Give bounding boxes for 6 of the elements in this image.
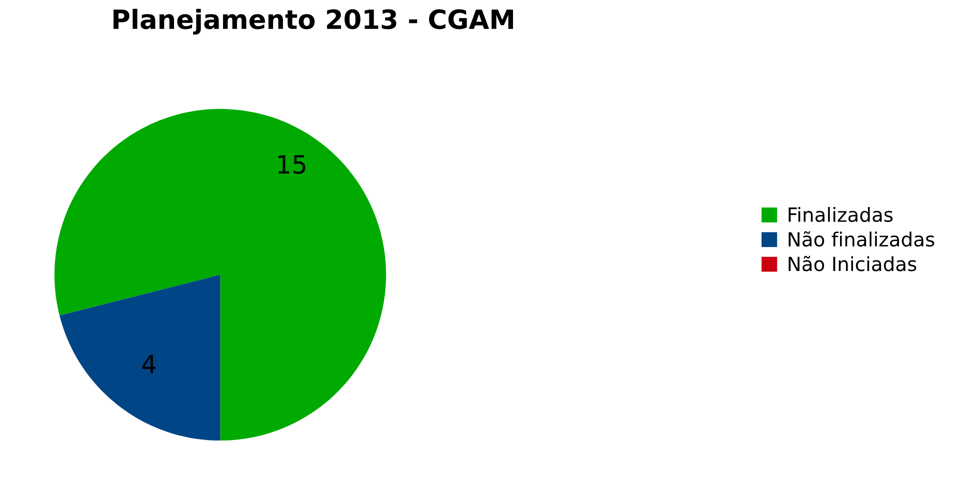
legend-label: Não Iniciadas (788, 256, 916, 272)
data-label: 4 (142, 355, 156, 374)
legend-label: Não finalizadas (788, 231, 934, 247)
chart-title: Planejamento 2013 - CGAM (114, 8, 514, 35)
legend-label: Finalizadas (788, 206, 893, 222)
data-label: 15 (278, 155, 306, 174)
